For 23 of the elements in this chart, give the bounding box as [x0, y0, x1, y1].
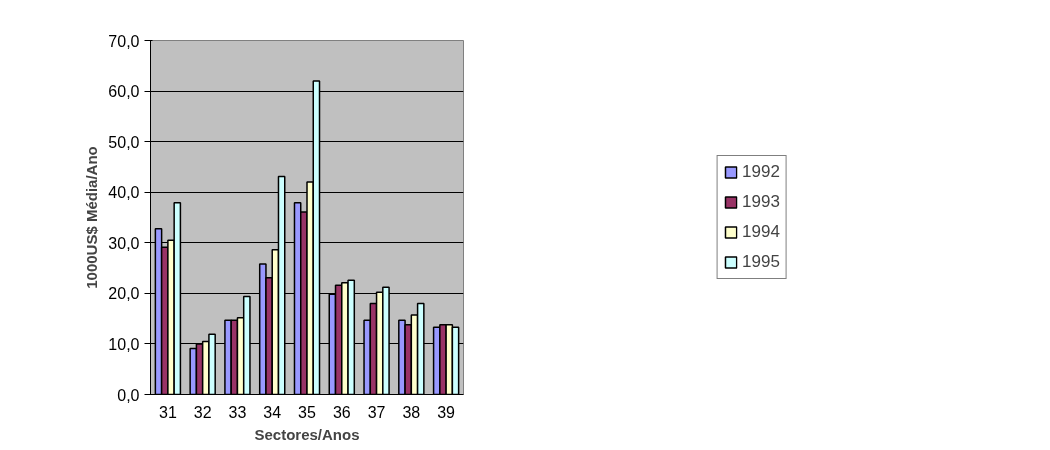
- y-tick-label: 0,0: [117, 386, 140, 404]
- y-tick-label: 40,0: [108, 184, 140, 202]
- x-tick-label: 31: [158, 403, 177, 421]
- x-tick-label: 39: [437, 403, 456, 421]
- x-tick-label: 36: [332, 403, 351, 421]
- legend-label: 1992: [742, 162, 780, 182]
- y-tick-label: 30,0: [108, 234, 140, 252]
- y-tick-label: 50,0: [108, 133, 140, 151]
- x-tick-label: 38: [402, 403, 421, 421]
- x-axis-title: Sectores/Anos: [254, 425, 360, 443]
- x-tick-label: 33: [228, 403, 247, 421]
- x-tick-label: 35: [298, 403, 316, 421]
- legend-label: 1994: [742, 222, 780, 242]
- x-tick-label: 34: [263, 403, 282, 421]
- x-tick-label: 37: [367, 403, 386, 421]
- y-tick-label: 10,0: [108, 335, 140, 353]
- y-axis-title: 1000US$ Média/Ano: [83, 146, 101, 289]
- legend-label: 1993: [742, 192, 780, 212]
- y-tick-label: 60,0: [108, 83, 140, 101]
- y-tick-label: 70,0: [108, 32, 140, 50]
- y-tick-label: 20,0: [108, 285, 140, 303]
- legend-label: 1995: [742, 252, 780, 272]
- x-tick-label: 32: [193, 403, 212, 421]
